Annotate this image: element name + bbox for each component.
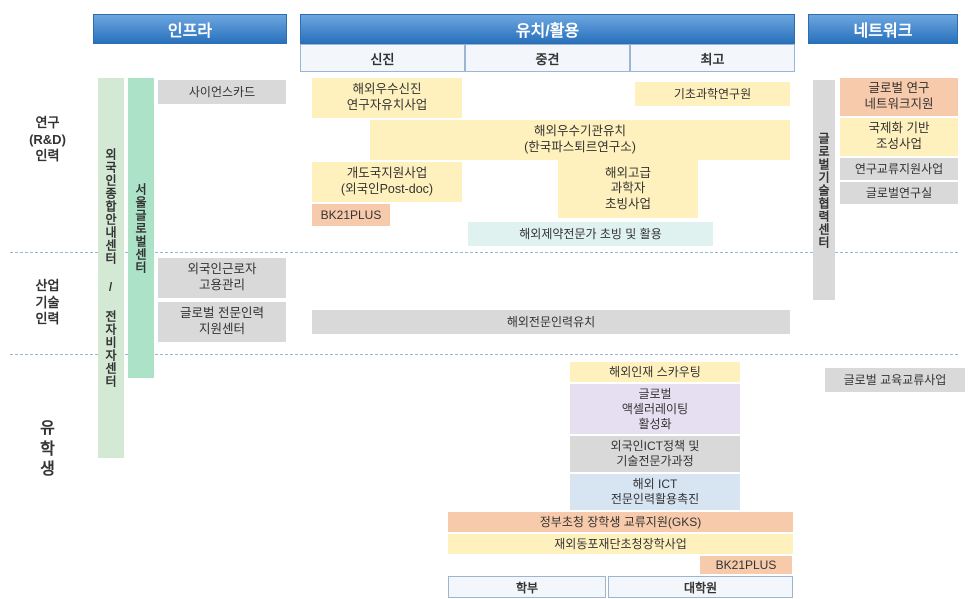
row-header-student: 유 학 생 [10, 400, 85, 500]
row-header-industry: 산업 기술 인력 [10, 268, 85, 338]
box-science-card: 사이언스카드 [158, 80, 286, 104]
col-header-network: 네트워크 [808, 14, 958, 44]
vert-global-tech: 글로벌기술협력센터 [813, 80, 835, 300]
vert-combo-center: 외국인종합안내센터 / 전자비자센터 [98, 78, 124, 458]
box-basic-science: 기초과학연구원 [635, 82, 790, 106]
col-header-attract: 유치/활용 [300, 14, 795, 44]
box-ict-policy: 외국인ICT정책 및 기술전문가과정 [570, 436, 740, 472]
box-net2: 국제화 기반 조성사업 [840, 118, 958, 156]
box-pharma: 해외제약전문가 초빙 및 활용 [468, 222, 713, 246]
box-edu-exchange: 글로벌 교육교류사업 [825, 368, 965, 392]
box-global-support: 글로벌 전문인력 지원센터 [158, 302, 286, 342]
box-ict-promo: 해외 ICT 전문인력활용촉진 [570, 474, 740, 510]
box-net4: 글로벌연구실 [840, 182, 958, 204]
box-foreign-worker: 외국인근로자 고용관리 [158, 258, 286, 298]
box-bk21-a: BK21PLUS [312, 204, 390, 226]
box-scouting: 해외인재 스카우팅 [570, 362, 740, 382]
box-net1: 글로벌 연구 네트워크지원 [840, 78, 958, 116]
box-bk21-final: BK21PLUS [700, 556, 792, 574]
subheader-junggyeon: 중견 [465, 44, 630, 72]
col-header-infra: 인프라 [93, 14, 287, 44]
subheader-choego: 최고 [630, 44, 795, 72]
subheader-daehakwon: 대학원 [608, 576, 793, 598]
box-dev-country: 개도국지원사업 (외국인Post-doc) [312, 162, 462, 202]
box-inst-attract: 해외우수기관유치 (한국파스퇴르연구소) [370, 120, 790, 160]
subheader-shinjin: 신진 [300, 44, 465, 72]
row-header-rnd: 연구 (R&D) 인력 [10, 100, 85, 180]
subheader-hakbu: 학부 [448, 576, 606, 598]
box-overseas-korean: 재외동포재단초청장학사업 [448, 534, 793, 554]
box-net3: 연구교류지원사업 [840, 158, 958, 180]
box-gks: 정부초청 장학생 교류지원(GKS) [448, 512, 793, 532]
vert-seoul-global: 서울글로벌센터 [128, 78, 154, 378]
box-senior-sci: 해외고급 과학자 초빙사업 [558, 160, 698, 218]
box-accel: 글로벌 액셀러레이팅 활성화 [570, 384, 740, 434]
box-new-researcher: 해외우수신진 연구자유치사업 [312, 78, 462, 118]
box-specialist: 해외전문인력유치 [312, 310, 790, 334]
